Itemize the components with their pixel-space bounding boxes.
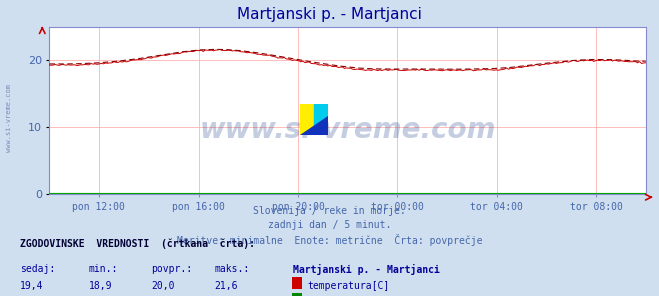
- Text: www.si-vreme.com: www.si-vreme.com: [5, 84, 12, 152]
- Text: temperatura[C]: temperatura[C]: [308, 281, 390, 291]
- Text: Martjanski p. - Martjanci: Martjanski p. - Martjanci: [237, 7, 422, 22]
- Text: min.:: min.:: [89, 264, 119, 274]
- Text: Meritve: minimalne  Enote: metrične  Črta: povprečje: Meritve: minimalne Enote: metrične Črta:…: [177, 234, 482, 246]
- Text: www.si-vreme.com: www.si-vreme.com: [200, 116, 496, 144]
- Text: 21,6: 21,6: [214, 281, 238, 291]
- Text: ZGODOVINSKE  VREDNOSTI  (črtkana  črta):: ZGODOVINSKE VREDNOSTI (črtkana črta):: [20, 238, 255, 249]
- Text: 19,4: 19,4: [20, 281, 43, 291]
- Text: Martjanski p. - Martjanci: Martjanski p. - Martjanci: [293, 264, 440, 275]
- Text: povpr.:: povpr.:: [152, 264, 192, 274]
- Text: maks.:: maks.:: [214, 264, 249, 274]
- Text: 20,0: 20,0: [152, 281, 175, 291]
- Bar: [314, 104, 328, 135]
- Text: sedaj:: sedaj:: [20, 264, 55, 274]
- Text: Slovenija / reke in morje.: Slovenija / reke in morje.: [253, 206, 406, 216]
- Text: zadnji dan / 5 minut.: zadnji dan / 5 minut.: [268, 220, 391, 230]
- Text: 18,9: 18,9: [89, 281, 113, 291]
- Bar: [300, 104, 314, 135]
- Polygon shape: [300, 116, 328, 135]
